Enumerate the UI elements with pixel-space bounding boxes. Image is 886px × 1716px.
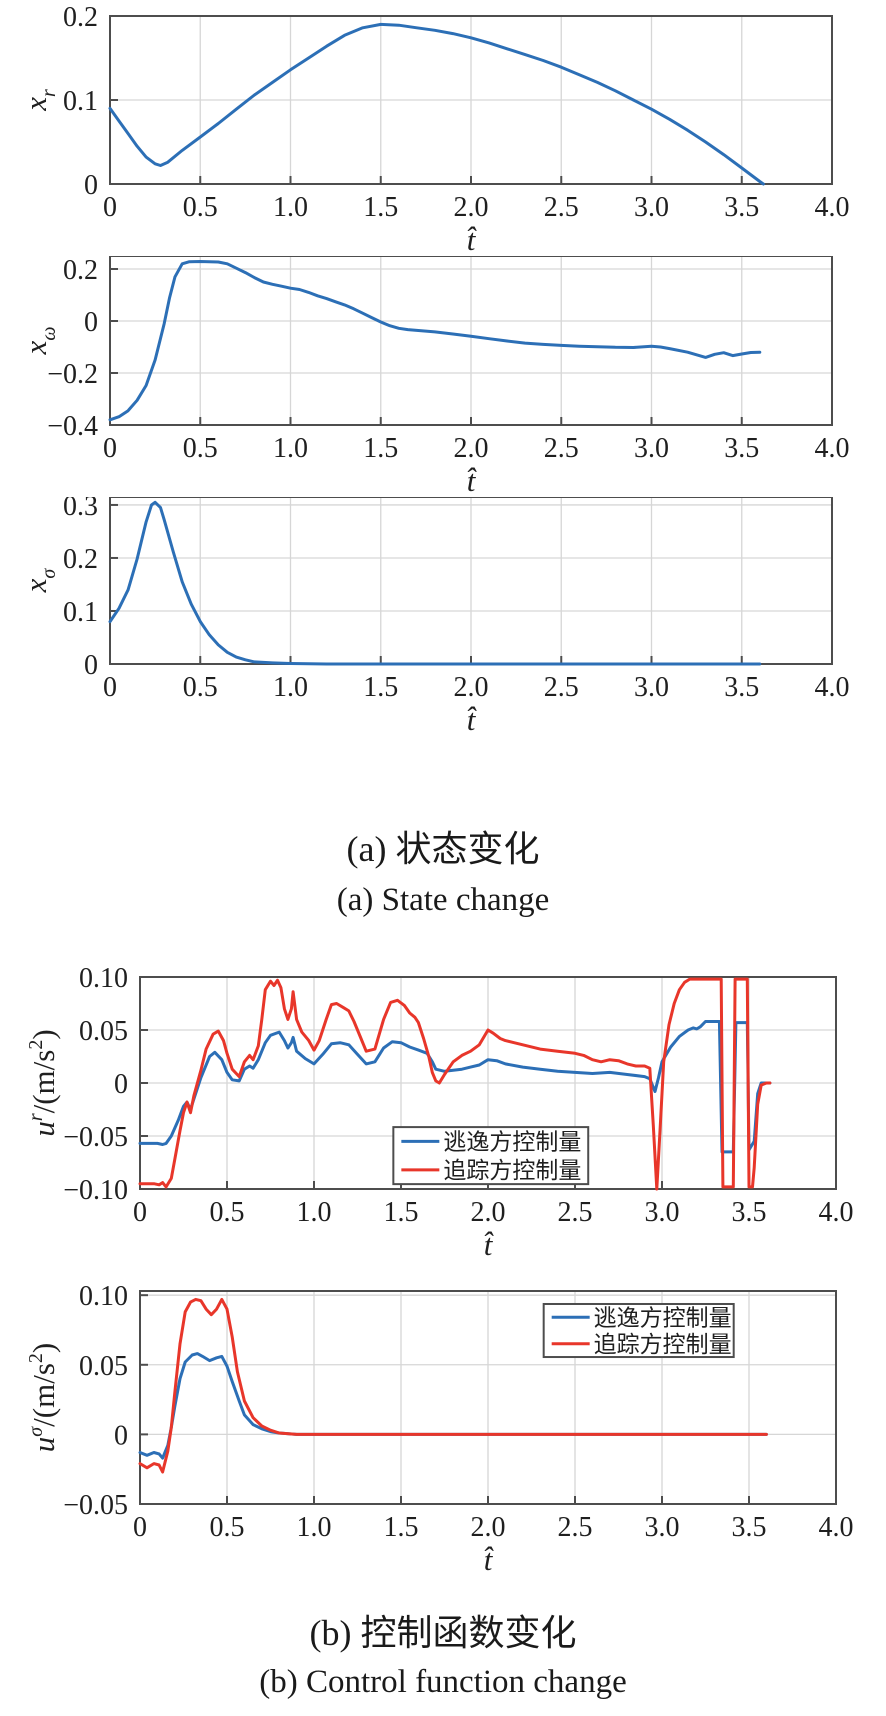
svg-text:0.05: 0.05 [79, 1351, 128, 1382]
svg-text:−0.2: −0.2 [47, 359, 98, 390]
svg-text:0.5: 0.5 [183, 192, 218, 223]
svg-text:2.5: 2.5 [558, 1197, 593, 1228]
svg-text:0.10: 0.10 [79, 1281, 128, 1312]
svg-text:0.2: 0.2 [63, 256, 98, 286]
svg-text:1.5: 1.5 [363, 433, 398, 464]
svg-text:−0.05: −0.05 [63, 1490, 128, 1521]
svg-text:2.0: 2.0 [454, 192, 489, 223]
svg-text:t̂: t̂ [467, 463, 477, 497]
svg-text:−0.4: −0.4 [47, 411, 98, 442]
svg-text:3.5: 3.5 [724, 192, 759, 223]
svg-text:0: 0 [133, 1512, 147, 1543]
svg-text:1.0: 1.0 [297, 1197, 332, 1228]
svg-text:t̂: t̂ [484, 1227, 494, 1261]
chart-x-sigma: 0 0.5 1.0 1.5 2.0 2.5 3.0 3.5 4.0 0 0.1 0.2 0.3 xσ t̂ [18, 497, 850, 736]
svg-text:0: 0 [114, 1420, 128, 1451]
svg-text:0: 0 [84, 650, 98, 681]
svg-text:0: 0 [133, 1197, 147, 1228]
svg-text:3.5: 3.5 [732, 1197, 767, 1228]
svg-text:2.0: 2.0 [471, 1512, 506, 1543]
chart-x-omega: 0 0.5 1.0 1.5 2.0 2.5 3.0 3.5 4.0 −0.4 −0.2 0 0.2 xω t… [18, 256, 850, 497]
svg-text:t̂: t̂ [467, 702, 477, 736]
chart-u-r: 0 0.5 1.0 1.5 2.0 2.5 3.0 3.5 4.0 −0.10 −0.05 0 0.05… [25, 963, 854, 1261]
svg-text:1.0: 1.0 [273, 672, 308, 703]
svg-text:t̂: t̂ [467, 222, 477, 256]
svg-text:逃逸方控制量: 逃逸方控制量 [594, 1305, 732, 1330]
chart-u-sigma: 0 0.5 1.0 1.5 2.0 2.5 3.0 3.5 4.0−0.0500.050.10逃… [25, 1281, 854, 1576]
svg-text:xω: xω [18, 327, 60, 356]
svg-text:2.5: 2.5 [544, 672, 579, 703]
svg-text:追踪方控制量: 追踪方控制量 [443, 1158, 581, 1183]
svg-text:2.0: 2.0 [471, 1197, 506, 1228]
svg-text:1.0: 1.0 [297, 1512, 332, 1543]
caption-b-zh: (b) 控制函数变化 [309, 1612, 577, 1653]
svg-text:3.5: 3.5 [724, 433, 759, 464]
svg-text:0: 0 [103, 672, 117, 703]
svg-text:4.0: 4.0 [815, 433, 850, 464]
svg-text:0.2: 0.2 [63, 544, 98, 575]
svg-text:3.0: 3.0 [634, 433, 669, 464]
svg-text:2.0: 2.0 [454, 672, 489, 703]
svg-text:4.0: 4.0 [819, 1512, 854, 1543]
svg-text:−0.10: −0.10 [63, 1175, 128, 1206]
svg-text:2.5: 2.5 [544, 433, 579, 464]
svg-text:3.5: 3.5 [724, 672, 759, 703]
svg-text:1.5: 1.5 [363, 192, 398, 223]
svg-text:2.0: 2.0 [454, 433, 489, 464]
svg-text:0: 0 [84, 307, 98, 338]
svg-text:0: 0 [103, 433, 117, 464]
svg-text:1.0: 1.0 [273, 433, 308, 464]
svg-text:3.0: 3.0 [645, 1197, 680, 1228]
svg-text:1.5: 1.5 [384, 1197, 419, 1228]
caption-a-en: (a) State change [336, 882, 550, 919]
svg-text:3.5: 3.5 [732, 1512, 767, 1543]
svg-text:0.1: 0.1 [63, 597, 98, 628]
svg-text:0.2: 0.2 [63, 4, 98, 33]
svg-text:0.5: 0.5 [183, 433, 218, 464]
svg-text:ur/(m/s2): ur/(m/s2) [25, 1029, 61, 1136]
svg-text:2.5: 2.5 [558, 1512, 593, 1543]
svg-text:0: 0 [103, 192, 117, 223]
svg-text:0: 0 [84, 170, 98, 201]
svg-text:0.3: 0.3 [63, 497, 98, 522]
svg-text:1.5: 1.5 [384, 1512, 419, 1543]
svg-text:0.1: 0.1 [63, 86, 98, 117]
svg-text:uσ/(m/s2): uσ/(m/s2) [25, 1343, 61, 1452]
svg-text:3.0: 3.0 [645, 1512, 680, 1543]
svg-text:0.10: 0.10 [79, 963, 128, 994]
caption-b-en: (b) Control function change [259, 1663, 627, 1700]
svg-text:0.05: 0.05 [79, 1016, 128, 1047]
svg-text:xσ: xσ [18, 568, 60, 594]
svg-text:3.0: 3.0 [634, 672, 669, 703]
svg-text:4.0: 4.0 [815, 192, 850, 223]
svg-text:0.5: 0.5 [210, 1512, 245, 1543]
svg-text:逃逸方控制量: 逃逸方控制量 [443, 1129, 581, 1154]
svg-text:4.0: 4.0 [819, 1197, 854, 1228]
caption-a-zh: (a) 状态变化 [346, 829, 540, 869]
svg-text:−0.05: −0.05 [63, 1122, 128, 1153]
svg-text:xr: xr [18, 89, 60, 112]
svg-text:追踪方控制量: 追踪方控制量 [594, 1332, 732, 1357]
svg-text:t̂: t̂ [484, 1542, 494, 1576]
svg-text:0: 0 [114, 1069, 128, 1100]
svg-text:1.5: 1.5 [363, 672, 398, 703]
figure-pursuit-evasion-simulation: 0 0.5 1.0 1.5 2.0 2.5 3.0 3.5 4.0 0 0.1 0.2 xr t̂ 0 0.… [0, 4, 886, 1703]
svg-text:0.5: 0.5 [210, 1197, 245, 1228]
chart-x-r: 0 0.5 1.0 1.5 2.0 2.5 3.0 3.5 4.0 0 0.1 0.2 xr t̂ [18, 4, 850, 256]
svg-text:0.5: 0.5 [183, 672, 218, 703]
svg-text:2.5: 2.5 [544, 192, 579, 223]
svg-text:4.0: 4.0 [815, 672, 850, 703]
svg-text:3.0: 3.0 [634, 192, 669, 223]
svg-text:1.0: 1.0 [273, 192, 308, 223]
